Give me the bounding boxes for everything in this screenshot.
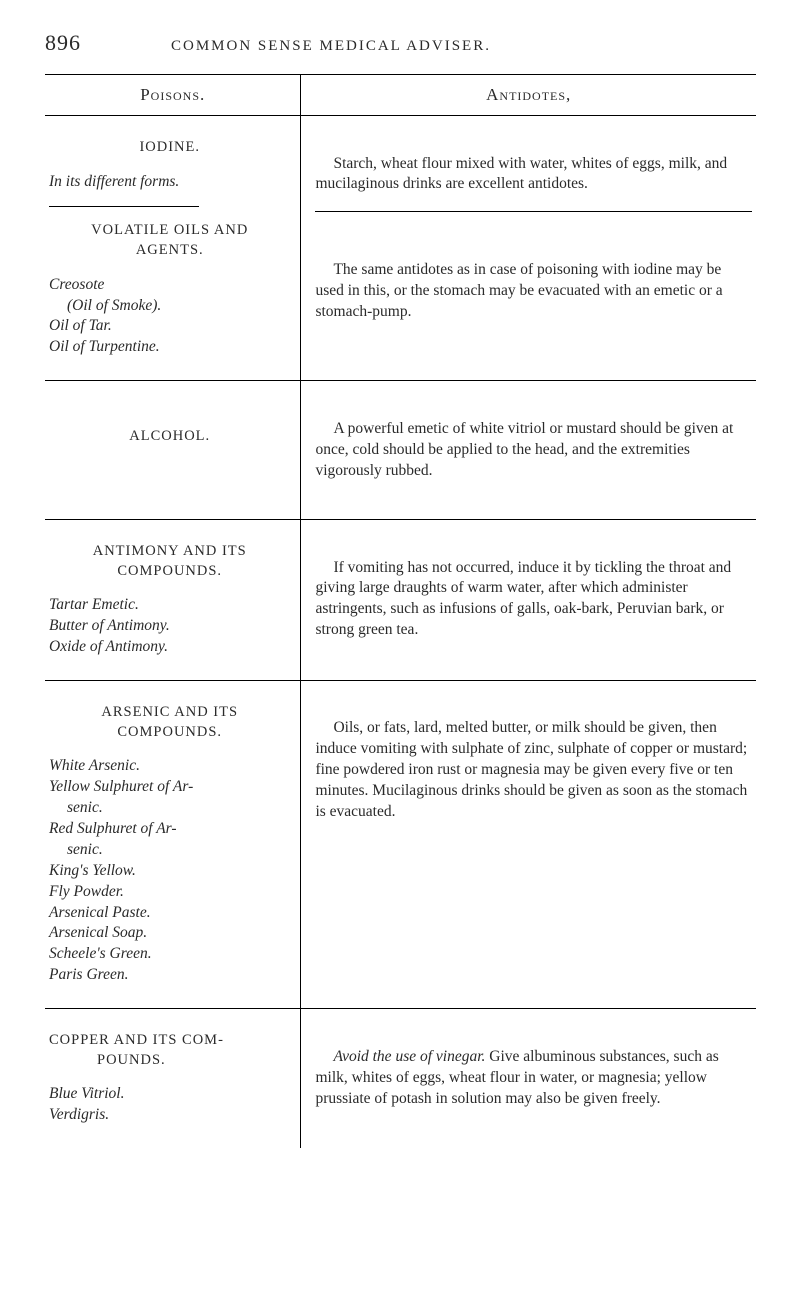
volatile-item2: Oil of Tar.: [49, 316, 290, 337]
arsenic-item9: Paris Green.: [49, 965, 290, 986]
section-arsenic: ARSENIC AND ITS COMPOUNDS. White Arsenic…: [45, 680, 756, 1008]
copper-item1: Blue Vitriol.: [49, 1084, 290, 1105]
arsenic-heading: ARSENIC AND ITS COMPOUNDS.: [49, 703, 290, 742]
arsenic-left: ARSENIC AND ITS COMPOUNDS. White Arsenic…: [45, 680, 301, 1008]
alcohol-left: ALCOHOL.: [45, 381, 301, 520]
arsenic-antidote: Oils, or fats, lard, melted butter, or m…: [315, 718, 752, 823]
antimony-heading-line2: COMPOUNDS.: [117, 563, 222, 579]
iodine-right: Starch, wheat flour mixed with water, wh…: [301, 116, 756, 381]
copper-antidote-lead: Avoid the use of vinegar.: [333, 1048, 485, 1065]
copper-heading-line2: POUNDS.: [49, 1052, 166, 1068]
copper-list: Blue Vitriol. Verdigris.: [49, 1084, 290, 1126]
copper-right: Avoid the use of vinegar. Give albuminou…: [301, 1009, 756, 1148]
antimony-left: ANTIMONY AND ITS COMPOUNDS. Tartar Emeti…: [45, 520, 301, 681]
antimony-item2: Butter of Antimony.: [49, 616, 290, 637]
arsenic-item2b: senic.: [49, 798, 290, 819]
iodine-left: IODINE. In its different forms. VOLATILE…: [45, 116, 301, 381]
page-header: 896 COMMON SENSE MEDICAL ADVISER.: [45, 30, 756, 56]
iodine-heading: IODINE.: [49, 138, 290, 158]
col-header-poisons: Poisons.: [45, 75, 301, 116]
copper-heading: COPPER AND ITS COM- POUNDS.: [49, 1031, 290, 1070]
arsenic-item5: Fly Powder.: [49, 882, 290, 903]
copper-heading-line1: COPPER AND ITS COM-: [49, 1032, 224, 1048]
antimony-right: If vomiting has not occurred, induce it …: [301, 520, 756, 681]
alcohol-antidote: A powerful emetic of white vitriol or mu…: [315, 419, 752, 482]
antimony-heading-line1: ANTIMONY AND ITS: [93, 543, 247, 559]
antimony-item1: Tartar Emetic.: [49, 595, 290, 616]
volatile-item1sub: (Oil of Smoke).: [49, 296, 290, 317]
table-header-row: Poisons. Antidotes,: [45, 75, 756, 116]
arsenic-item3a: Red Sulphuret of Ar-: [49, 819, 290, 840]
iodine-antidote: Starch, wheat flour mixed with water, wh…: [315, 154, 752, 196]
antimony-antidote: If vomiting has not occurred, induce it …: [315, 558, 752, 642]
alcohol-heading: ALCOHOL.: [49, 427, 290, 447]
arsenic-item2a: Yellow Sulphuret of Ar-: [49, 777, 290, 798]
book-title: COMMON SENSE MEDICAL ADVISER.: [171, 38, 491, 55]
copper-item2: Verdigris.: [49, 1105, 290, 1126]
volatile-heading: VOLATILE OILS AND AGENTS.: [49, 221, 290, 260]
arsenic-item4: King's Yellow.: [49, 861, 290, 882]
volatile-antidote: The same antidotes as in case of poisoni…: [315, 260, 752, 323]
arsenic-item6: Arsenical Paste.: [49, 903, 290, 924]
iodine-subrule: [49, 206, 199, 207]
copper-antidote: Avoid the use of vinegar. Give albuminou…: [315, 1047, 752, 1110]
section-alcohol: ALCOHOL. A powerful emetic of white vitr…: [45, 381, 756, 520]
volatile-item3: Oil of Turpentine.: [49, 337, 290, 358]
page: 896 COMMON SENSE MEDICAL ADVISER. Poison…: [0, 0, 801, 1188]
iodine-right-subrule: [315, 211, 752, 212]
arsenic-item8: Scheele's Green.: [49, 944, 290, 965]
volatile-heading-line2: AGENTS.: [136, 242, 204, 258]
arsenic-list: White Arsenic. Yellow Sulphuret of Ar- s…: [49, 756, 290, 986]
volatile-heading-line1: VOLATILE OILS AND: [91, 222, 248, 238]
section-iodine: IODINE. In its different forms. VOLATILE…: [45, 116, 756, 381]
antimony-list: Tartar Emetic. Butter of Antimony. Oxide…: [49, 595, 290, 658]
volatile-item1: Creosote: [49, 275, 290, 296]
copper-left: COPPER AND ITS COM- POUNDS. Blue Vitriol…: [45, 1009, 301, 1148]
col-header-antidotes: Antidotes,: [301, 75, 756, 116]
arsenic-right: Oils, or fats, lard, melted butter, or m…: [301, 680, 756, 1008]
volatile-list: Creosote (Oil of Smoke). Oil of Tar. Oil…: [49, 275, 290, 359]
iodine-item: In its different forms.: [49, 172, 290, 193]
section-copper: COPPER AND ITS COM- POUNDS. Blue Vitriol…: [45, 1009, 756, 1148]
alcohol-right: A powerful emetic of white vitriol or mu…: [301, 381, 756, 520]
arsenic-item1: White Arsenic.: [49, 756, 290, 777]
iodine-list: In its different forms.: [49, 172, 290, 193]
arsenic-heading-line1: ARSENIC AND ITS: [101, 704, 238, 720]
arsenic-item3b: senic.: [49, 840, 290, 861]
poisons-antidotes-table: Poisons. Antidotes, IODINE. In its diffe…: [45, 74, 756, 1148]
arsenic-item7: Arsenical Soap.: [49, 923, 290, 944]
antimony-item3: Oxide of Antimony.: [49, 637, 290, 658]
page-number: 896: [45, 30, 81, 56]
arsenic-heading-line2: COMPOUNDS.: [117, 724, 222, 740]
section-antimony: ANTIMONY AND ITS COMPOUNDS. Tartar Emeti…: [45, 520, 756, 681]
antimony-heading: ANTIMONY AND ITS COMPOUNDS.: [49, 542, 290, 581]
